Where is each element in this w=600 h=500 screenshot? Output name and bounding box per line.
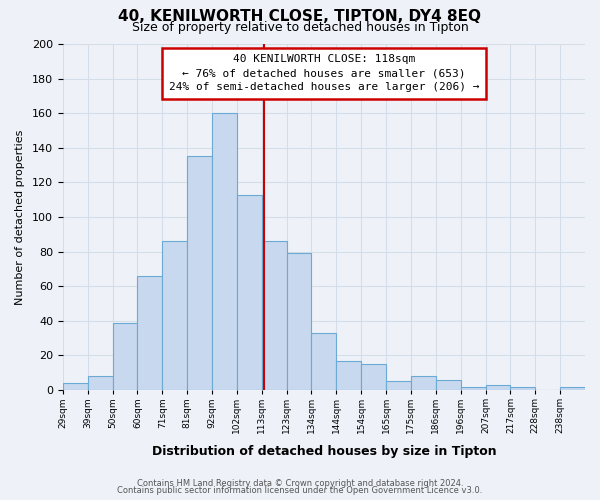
Bar [560, 386, 585, 390]
Bar [311, 333, 337, 390]
Bar [162, 242, 187, 390]
Bar [386, 382, 411, 390]
Bar [511, 386, 535, 390]
Bar [361, 364, 386, 390]
Bar [337, 360, 361, 390]
Text: 40 KENILWORTH CLOSE: 118sqm
← 76% of detached houses are smaller (653)
24% of se: 40 KENILWORTH CLOSE: 118sqm ← 76% of det… [169, 54, 479, 92]
Bar [113, 322, 137, 390]
Bar [461, 386, 485, 390]
Bar [436, 380, 461, 390]
Text: 40, KENILWORTH CLOSE, TIPTON, DY4 8EQ: 40, KENILWORTH CLOSE, TIPTON, DY4 8EQ [119, 9, 482, 24]
Text: Size of property relative to detached houses in Tipton: Size of property relative to detached ho… [131, 21, 469, 34]
Bar [63, 383, 88, 390]
Bar [411, 376, 436, 390]
Bar [287, 254, 311, 390]
Bar [212, 113, 237, 390]
Text: Contains HM Land Registry data © Crown copyright and database right 2024.: Contains HM Land Registry data © Crown c… [137, 478, 463, 488]
Bar [237, 194, 262, 390]
Bar [88, 376, 113, 390]
Text: Contains public sector information licensed under the Open Government Licence v3: Contains public sector information licen… [118, 486, 482, 495]
Bar [262, 242, 287, 390]
Bar [187, 156, 212, 390]
X-axis label: Distribution of detached houses by size in Tipton: Distribution of detached houses by size … [152, 444, 496, 458]
Y-axis label: Number of detached properties: Number of detached properties [15, 130, 25, 304]
Bar [137, 276, 162, 390]
Bar [485, 385, 511, 390]
